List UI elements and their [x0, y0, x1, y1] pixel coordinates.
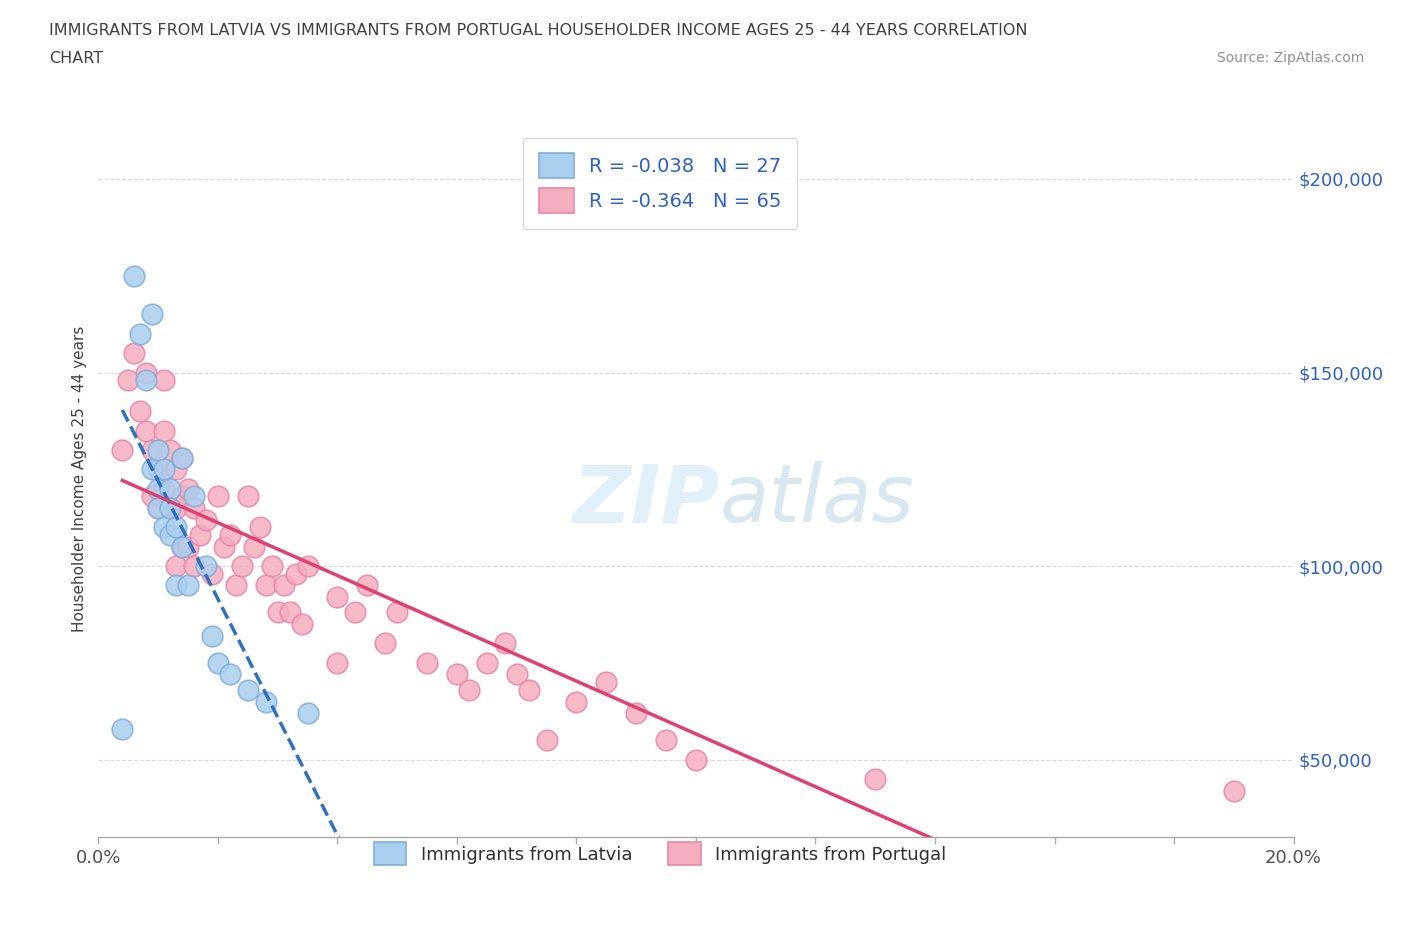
- Text: Source: ZipAtlas.com: Source: ZipAtlas.com: [1216, 51, 1364, 65]
- Point: [159, 500, 181, 515]
- Point: [284, 566, 307, 581]
- Point: [183, 559, 205, 574]
- Point: [356, 578, 378, 592]
- Point: [165, 578, 187, 592]
- Point: [135, 423, 157, 438]
- Point: [153, 373, 176, 388]
- Point: [626, 706, 648, 721]
- Point: [685, 752, 707, 767]
- Point: [458, 683, 481, 698]
- Point: [177, 539, 200, 554]
- Point: [135, 373, 157, 388]
- Point: [148, 443, 170, 458]
- Point: [141, 462, 163, 477]
- Point: [153, 423, 176, 438]
- Point: [297, 706, 319, 721]
- Point: [254, 578, 277, 592]
- Point: [153, 520, 176, 535]
- Point: [475, 656, 498, 671]
- Point: [188, 527, 211, 542]
- Point: [297, 559, 319, 574]
- Text: CHART: CHART: [49, 51, 103, 66]
- Point: [135, 365, 157, 380]
- Point: [141, 489, 163, 504]
- Point: [124, 346, 146, 361]
- Point: [207, 489, 229, 504]
- Legend: Immigrants from Latvia, Immigrants from Portugal: Immigrants from Latvia, Immigrants from …: [361, 830, 959, 878]
- Point: [153, 462, 176, 477]
- Point: [159, 527, 181, 542]
- Point: [655, 733, 678, 748]
- Point: [1223, 783, 1246, 798]
- Point: [172, 539, 194, 554]
- Point: [177, 481, 200, 496]
- Point: [385, 605, 409, 620]
- Text: atlas: atlas: [720, 461, 915, 539]
- Point: [506, 667, 529, 682]
- Point: [536, 733, 558, 748]
- Point: [165, 520, 187, 535]
- Point: [243, 539, 266, 554]
- Point: [129, 326, 152, 341]
- Point: [172, 450, 194, 465]
- Point: [172, 450, 194, 465]
- Point: [595, 675, 617, 690]
- Point: [278, 605, 301, 620]
- Point: [195, 559, 218, 574]
- Point: [236, 683, 259, 698]
- Point: [148, 500, 170, 515]
- Point: [416, 656, 439, 671]
- Point: [267, 605, 290, 620]
- Point: [517, 683, 540, 698]
- Point: [273, 578, 295, 592]
- Point: [865, 772, 887, 787]
- Point: [494, 636, 516, 651]
- Point: [172, 489, 194, 504]
- Point: [148, 500, 170, 515]
- Point: [565, 694, 588, 709]
- Point: [326, 590, 349, 604]
- Point: [183, 489, 205, 504]
- Point: [201, 629, 224, 644]
- Point: [148, 481, 170, 496]
- Point: [291, 617, 314, 631]
- Point: [446, 667, 468, 682]
- Point: [195, 512, 218, 527]
- Point: [201, 566, 224, 581]
- Point: [165, 559, 187, 574]
- Point: [165, 500, 187, 515]
- Point: [111, 443, 134, 458]
- Point: [111, 721, 134, 736]
- Point: [236, 489, 259, 504]
- Point: [117, 373, 139, 388]
- Point: [207, 656, 229, 671]
- Point: [177, 578, 200, 592]
- Point: [141, 307, 163, 322]
- Point: [219, 667, 242, 682]
- Point: [249, 520, 271, 535]
- Point: [129, 404, 152, 418]
- Point: [141, 443, 163, 458]
- Point: [254, 694, 277, 709]
- Point: [172, 539, 194, 554]
- Point: [148, 462, 170, 477]
- Point: [153, 481, 176, 496]
- Y-axis label: Householder Income Ages 25 - 44 years: Householder Income Ages 25 - 44 years: [72, 326, 87, 632]
- Point: [219, 527, 242, 542]
- Point: [212, 539, 235, 554]
- Point: [159, 500, 181, 515]
- Point: [231, 559, 253, 574]
- Point: [260, 559, 283, 574]
- Point: [374, 636, 396, 651]
- Point: [159, 481, 181, 496]
- Point: [124, 268, 146, 283]
- Point: [183, 500, 205, 515]
- Point: [225, 578, 247, 592]
- Point: [344, 605, 367, 620]
- Text: IMMIGRANTS FROM LATVIA VS IMMIGRANTS FROM PORTUGAL HOUSEHOLDER INCOME AGES 25 - : IMMIGRANTS FROM LATVIA VS IMMIGRANTS FRO…: [49, 23, 1028, 38]
- Point: [326, 656, 349, 671]
- Point: [159, 443, 181, 458]
- Text: ZIP: ZIP: [572, 461, 720, 539]
- Point: [165, 462, 187, 477]
